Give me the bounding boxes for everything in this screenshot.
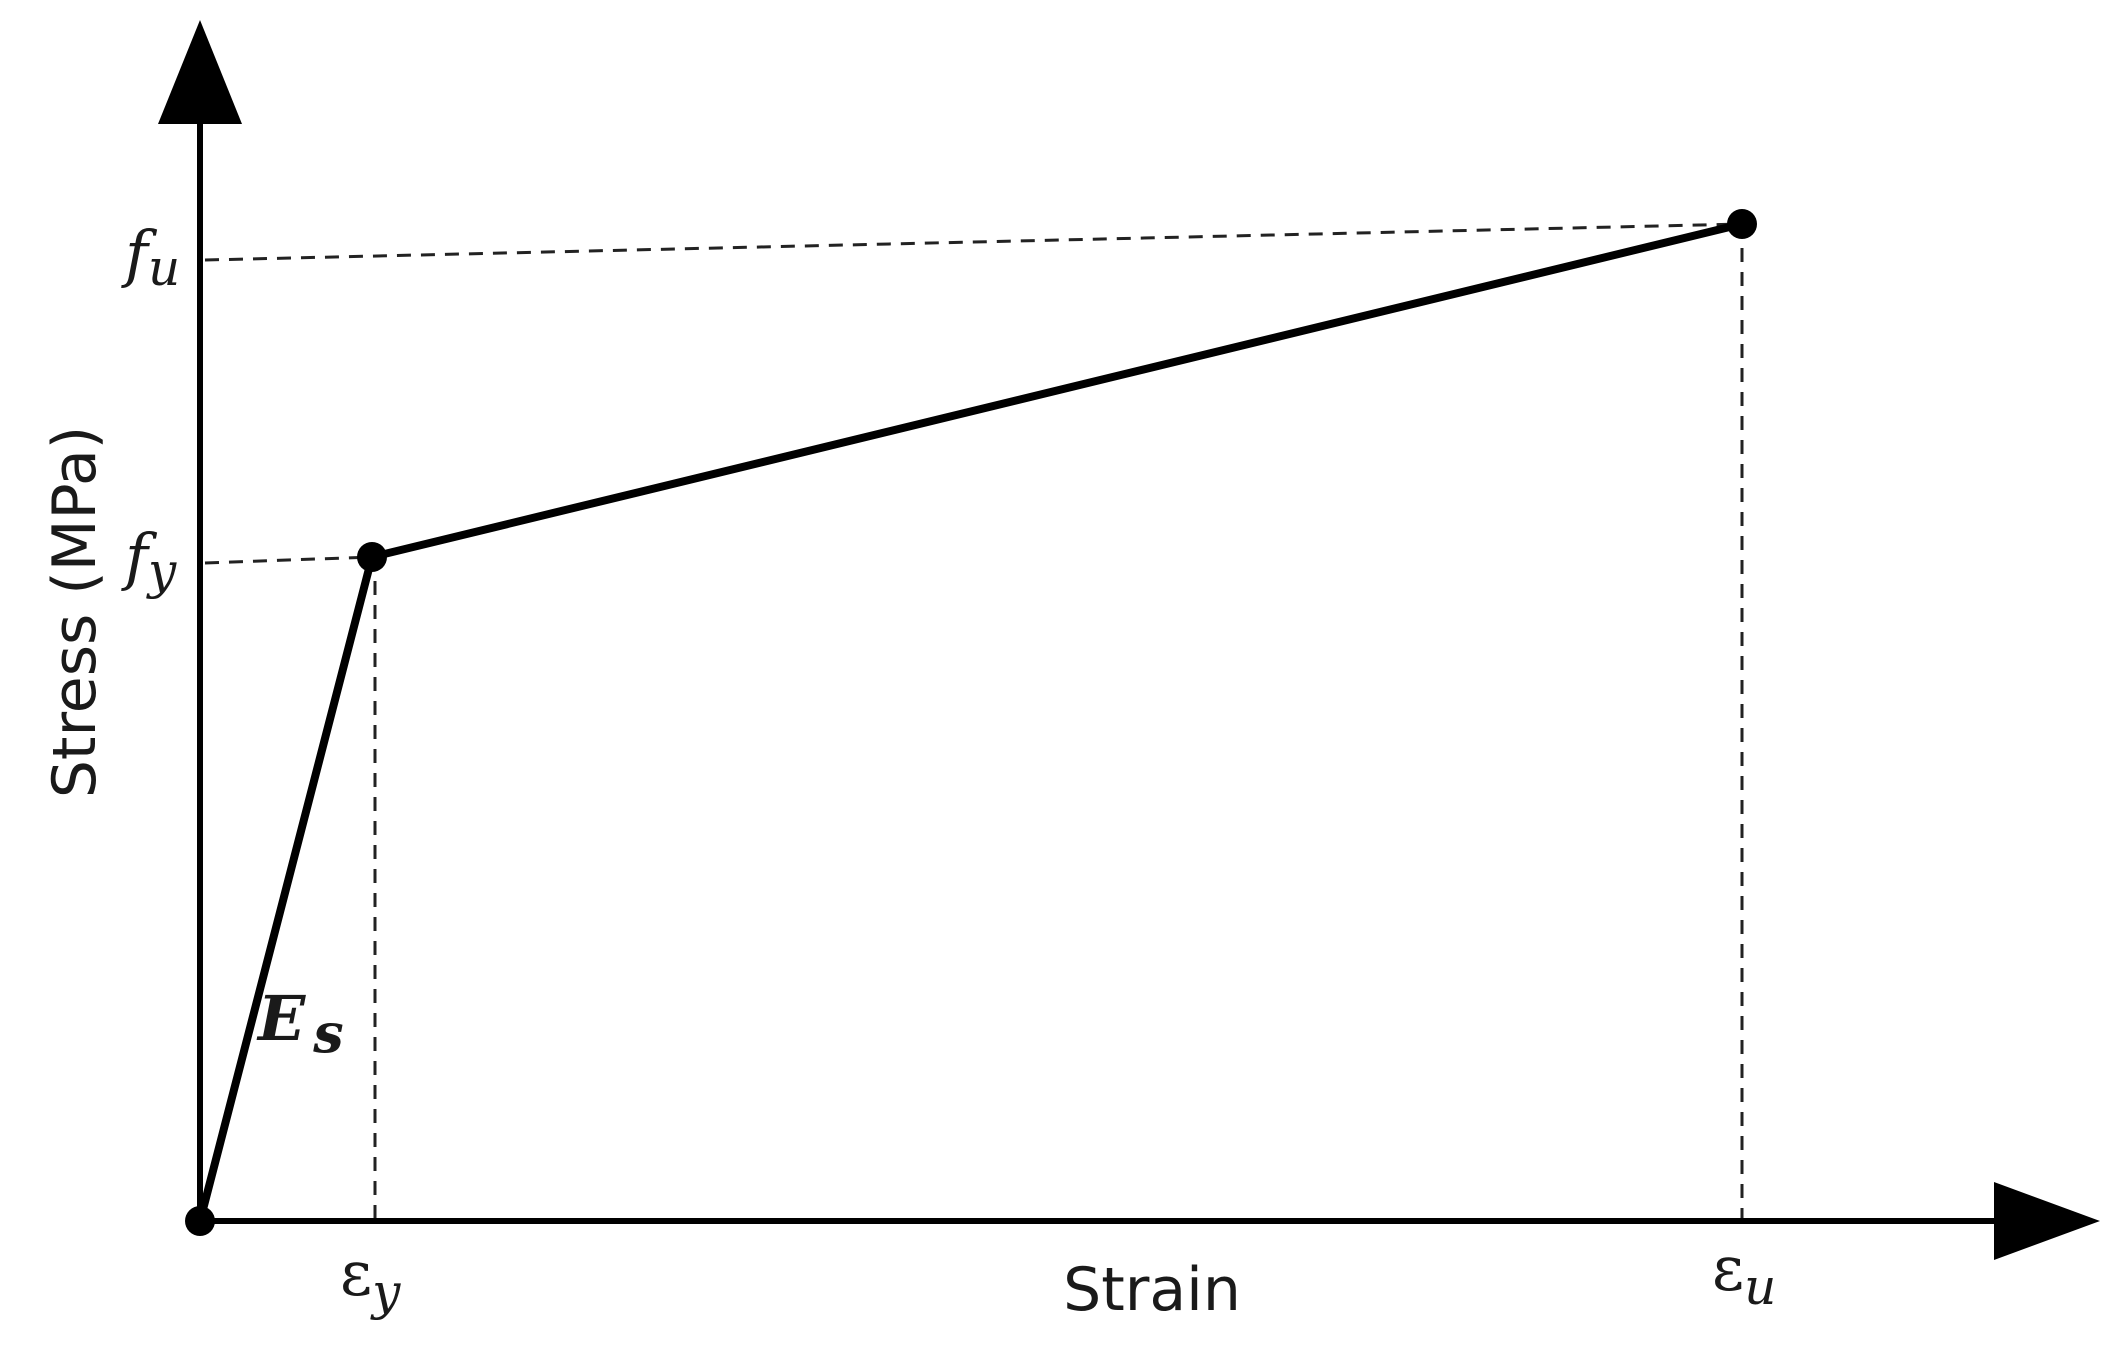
stress-strain-curve — [196, 220, 1746, 1225]
x-axis-title: Strain — [1063, 1255, 1241, 1325]
origin-point — [185, 1206, 215, 1236]
y-axis-title: Stress (MPa) — [40, 426, 110, 798]
x-axis-arrowhead — [1994, 1182, 2100, 1260]
fu-label: fu — [121, 217, 180, 297]
fu-guide-line — [204, 222, 1743, 262]
ey-label: εy — [340, 1237, 401, 1321]
fy-guide-line — [204, 555, 373, 565]
fy-label: fy — [121, 520, 177, 600]
ultimate-point — [1727, 209, 1757, 239]
eu-label: εu — [1712, 1232, 1776, 1316]
y-axis-arrowhead — [158, 20, 242, 124]
yield-point — [357, 542, 387, 572]
